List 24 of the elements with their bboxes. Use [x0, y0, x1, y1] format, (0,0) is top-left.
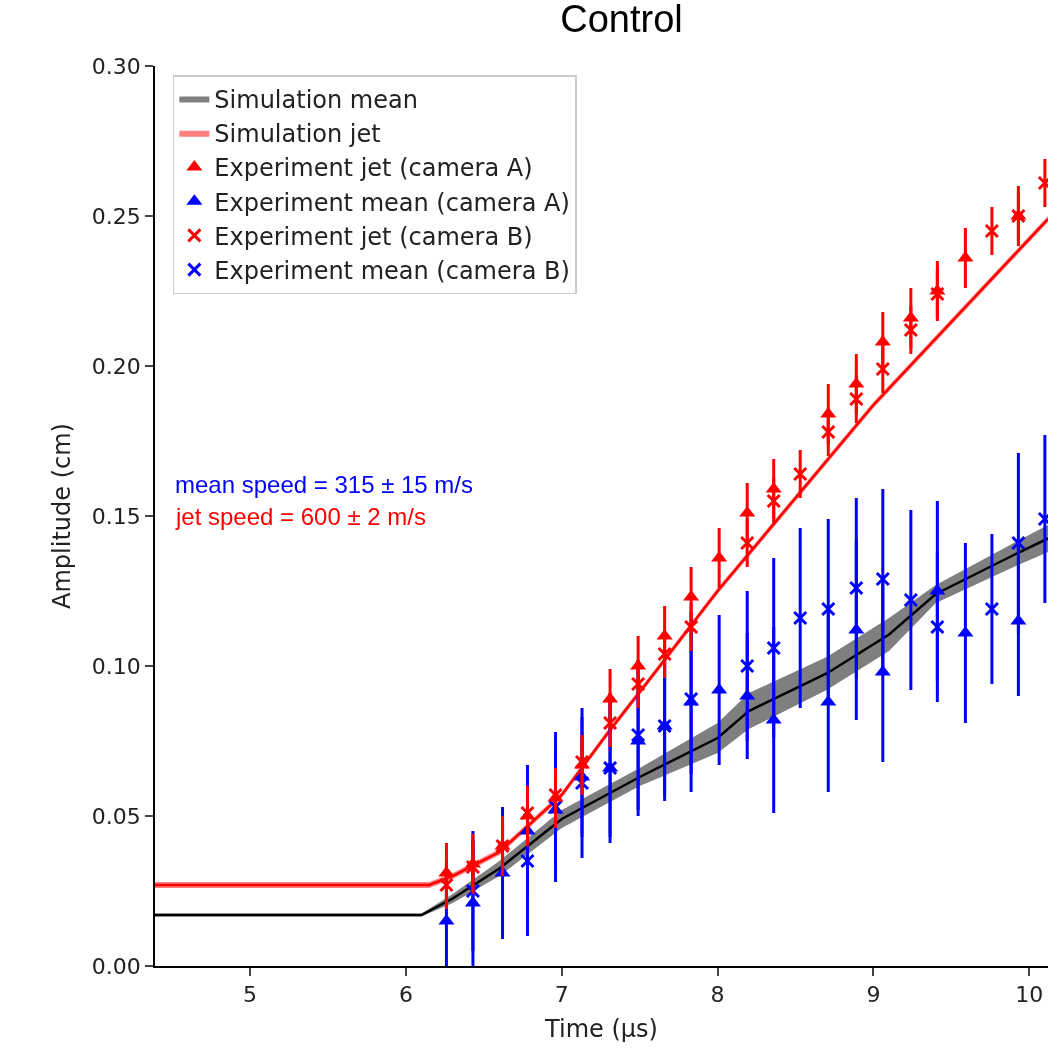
x-tick-label: 8: [710, 982, 725, 1008]
x-tick-label: 5: [243, 982, 258, 1008]
y-tick-label: 0.05: [91, 803, 141, 829]
annotation: mean speed = 315 ± 15 m/s: [175, 471, 474, 498]
legend-label: Experiment jet (camera A): [214, 154, 533, 183]
y-axis-title: Amplitude (cm): [48, 423, 77, 609]
x-tick-label: 9: [866, 982, 881, 1008]
y-tick-label: 0.10: [91, 653, 141, 679]
x-axis-title: Time (µs): [544, 1014, 658, 1043]
x-tick-label: 6: [398, 982, 413, 1008]
legend-label: Experiment mean (camera B): [214, 256, 570, 285]
x-tick-label: 10: [1015, 982, 1044, 1008]
annotation: jet speed = 600 ± 2 m/s: [175, 503, 426, 530]
legend-label: Experiment jet (camera B): [214, 222, 533, 251]
chart-title: Control: [560, 0, 683, 40]
y-tick-label: 0.25: [91, 203, 141, 229]
legend-label: Experiment mean (camera A): [214, 188, 570, 217]
legend-label: Simulation mean: [214, 85, 418, 114]
y-tick-label: 0.00: [91, 953, 141, 979]
y-tick-label: 0.20: [91, 353, 141, 379]
legend-label: Simulation jet: [214, 120, 381, 149]
x-tick-label: 7: [554, 982, 569, 1008]
y-tick-label: 0.30: [91, 53, 141, 79]
y-tick-label: 0.15: [91, 503, 141, 529]
